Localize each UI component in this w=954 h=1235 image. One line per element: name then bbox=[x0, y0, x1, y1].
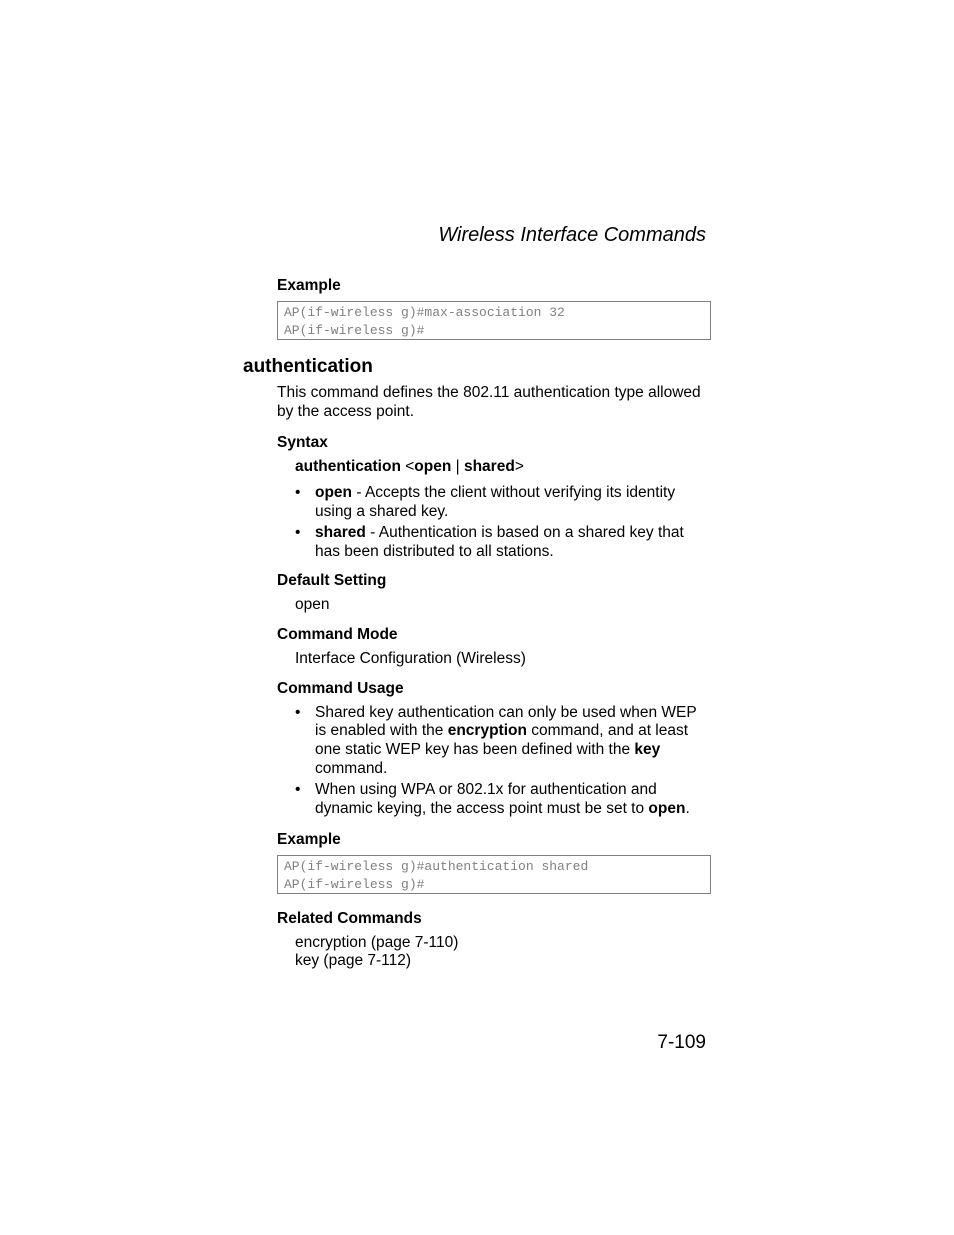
usage-label: Command Usage bbox=[277, 680, 711, 698]
bullet-icon: • bbox=[295, 704, 315, 780]
command-description: This command defines the 802.11 authenti… bbox=[277, 384, 711, 422]
document-page: Wireless Interface Commands Example AP(i… bbox=[0, 0, 954, 1235]
desc: - Accepts the client without verifying i… bbox=[315, 484, 675, 520]
mode-label: Command Mode bbox=[277, 626, 711, 644]
bold: key bbox=[634, 741, 660, 758]
command-heading: authentication bbox=[243, 356, 711, 378]
code-line: AP(if-wireless g)#max-association 32 bbox=[284, 305, 565, 320]
list-item: • Shared key authentication can only be … bbox=[295, 704, 711, 780]
syntax-usage: authentication <open | shared> bbox=[295, 458, 711, 476]
example-label-2: Example bbox=[277, 831, 711, 849]
bullet-icon: • bbox=[295, 781, 315, 819]
page-content: Example AP(if-wireless g)#max-associatio… bbox=[243, 277, 711, 982]
bullet-text: shared - Authentication is based on a sh… bbox=[315, 524, 711, 562]
related-line-2: key (page 7-112) bbox=[295, 952, 711, 970]
code-line: AP(if-wireless g)#authentication shared bbox=[284, 859, 588, 874]
code-line: AP(if-wireless g)# bbox=[284, 323, 424, 338]
example-label-1: Example bbox=[277, 277, 711, 295]
syntax-bullet-list: • open - Accepts the client without veri… bbox=[295, 484, 711, 562]
usage-bullet-list: • Shared key authentication can only be … bbox=[295, 704, 711, 819]
bullet-icon: • bbox=[295, 524, 315, 562]
page-number: 7-109 bbox=[657, 1032, 706, 1054]
text: . bbox=[685, 800, 689, 817]
mode-value: Interface Configuration (Wireless) bbox=[295, 650, 711, 668]
term: shared bbox=[315, 524, 366, 541]
syntax-option-open: open bbox=[414, 458, 451, 475]
code-example-1: AP(if-wireless g)#max-association 32 AP(… bbox=[277, 301, 711, 340]
angle-close: > bbox=[515, 458, 524, 475]
text: command. bbox=[315, 760, 387, 777]
syntax-sep: | bbox=[451, 458, 464, 475]
list-item: • shared - Authentication is based on a … bbox=[295, 524, 711, 562]
syntax-command: authentication bbox=[295, 458, 401, 475]
bullet-icon: • bbox=[295, 484, 315, 522]
list-item: • When using WPA or 802.1x for authentic… bbox=[295, 781, 711, 819]
related-label: Related Commands bbox=[277, 910, 711, 928]
bullet-text: When using WPA or 802.1x for authenticat… bbox=[315, 781, 711, 819]
desc: - Authentication is based on a shared ke… bbox=[315, 524, 684, 560]
bold: open bbox=[648, 800, 685, 817]
list-item: • open - Accepts the client without veri… bbox=[295, 484, 711, 522]
page-header: Wireless Interface Commands bbox=[438, 224, 706, 247]
default-value: open bbox=[295, 596, 711, 614]
syntax-label: Syntax bbox=[277, 434, 711, 452]
syntax-option-shared: shared bbox=[464, 458, 515, 475]
bullet-text: Shared key authentication can only be us… bbox=[315, 704, 711, 780]
bullet-text: open - Accepts the client without verify… bbox=[315, 484, 711, 522]
code-line: AP(if-wireless g)# bbox=[284, 877, 424, 892]
bold: encryption bbox=[448, 722, 527, 739]
term: open bbox=[315, 484, 352, 501]
related-line-1: encryption (page 7-110) bbox=[295, 934, 711, 952]
code-example-2: AP(if-wireless g)#authentication shared … bbox=[277, 855, 711, 894]
angle-open: < bbox=[405, 458, 414, 475]
default-label: Default Setting bbox=[277, 572, 711, 590]
text: When using WPA or 802.1x for authenticat… bbox=[315, 781, 657, 817]
